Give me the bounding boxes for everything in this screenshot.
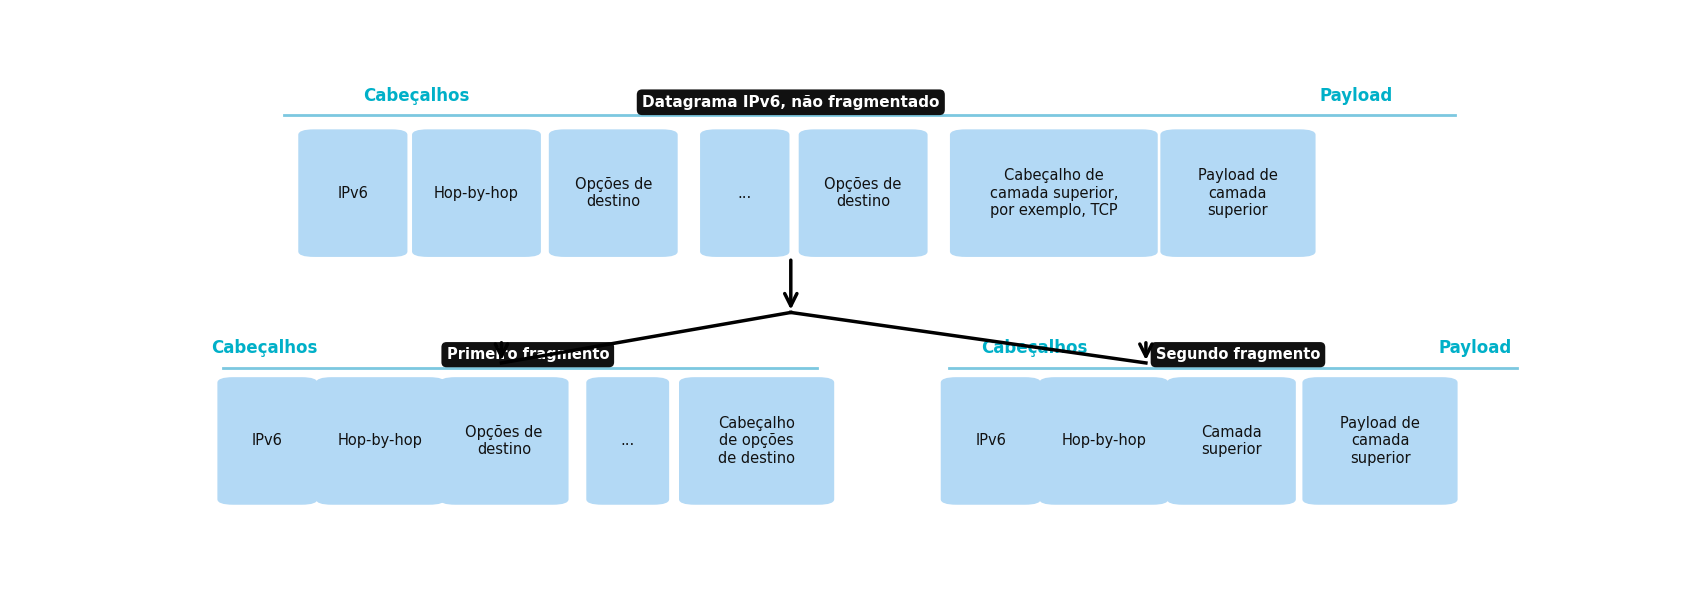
FancyBboxPatch shape	[799, 129, 928, 257]
Text: Cabeçalho de
camada superior,
por exemplo, TCP: Cabeçalho de camada superior, por exempl…	[989, 168, 1118, 218]
Text: Payload: Payload	[1437, 340, 1512, 358]
FancyBboxPatch shape	[412, 129, 541, 257]
FancyBboxPatch shape	[1161, 129, 1315, 257]
Text: ...: ...	[621, 433, 635, 448]
Text: Hop-by-hop: Hop-by-hop	[338, 433, 423, 448]
FancyBboxPatch shape	[1302, 377, 1458, 505]
Text: Hop-by-hop: Hop-by-hop	[434, 185, 519, 201]
Text: Opções de
destino: Opções de destino	[825, 177, 901, 209]
FancyBboxPatch shape	[940, 377, 1040, 505]
Text: IPv6: IPv6	[251, 433, 283, 448]
FancyBboxPatch shape	[950, 129, 1157, 257]
Text: Hop-by-hop: Hop-by-hop	[1061, 433, 1145, 448]
Text: Cabeçalhos: Cabeçalhos	[981, 340, 1088, 358]
Text: Primeiro fragmento: Primeiro fragmento	[446, 347, 609, 362]
Text: Cabeçalho
de opções
de destino: Cabeçalho de opções de destino	[718, 416, 796, 466]
FancyBboxPatch shape	[679, 377, 835, 505]
Text: Payload: Payload	[1320, 87, 1393, 105]
FancyBboxPatch shape	[217, 377, 317, 505]
Text: Payload de
camada
superior: Payload de camada superior	[1198, 168, 1278, 218]
Text: ...: ...	[738, 185, 752, 201]
FancyBboxPatch shape	[548, 129, 677, 257]
FancyBboxPatch shape	[299, 129, 407, 257]
Text: Opções de
destino: Opções de destino	[575, 177, 652, 209]
Text: Datagrama IPv6, não fragmentado: Datagrama IPv6, não fragmentado	[641, 95, 940, 110]
Text: IPv6: IPv6	[338, 185, 368, 201]
FancyBboxPatch shape	[701, 129, 789, 257]
Text: Segundo fragmento: Segundo fragmento	[1156, 347, 1320, 362]
FancyBboxPatch shape	[585, 377, 669, 505]
Text: Opções de
destino: Opções de destino	[465, 425, 543, 457]
FancyBboxPatch shape	[1168, 377, 1297, 505]
Text: Cabeçalhos: Cabeçalhos	[212, 340, 317, 358]
Text: Payload de
camada
superior: Payload de camada superior	[1341, 416, 1420, 466]
FancyBboxPatch shape	[440, 377, 568, 505]
Text: IPv6: IPv6	[976, 433, 1006, 448]
FancyBboxPatch shape	[316, 377, 445, 505]
Text: Camada
superior: Camada superior	[1201, 425, 1263, 457]
Text: Cabeçalhos: Cabeçalhos	[363, 87, 468, 105]
FancyBboxPatch shape	[1039, 377, 1168, 505]
